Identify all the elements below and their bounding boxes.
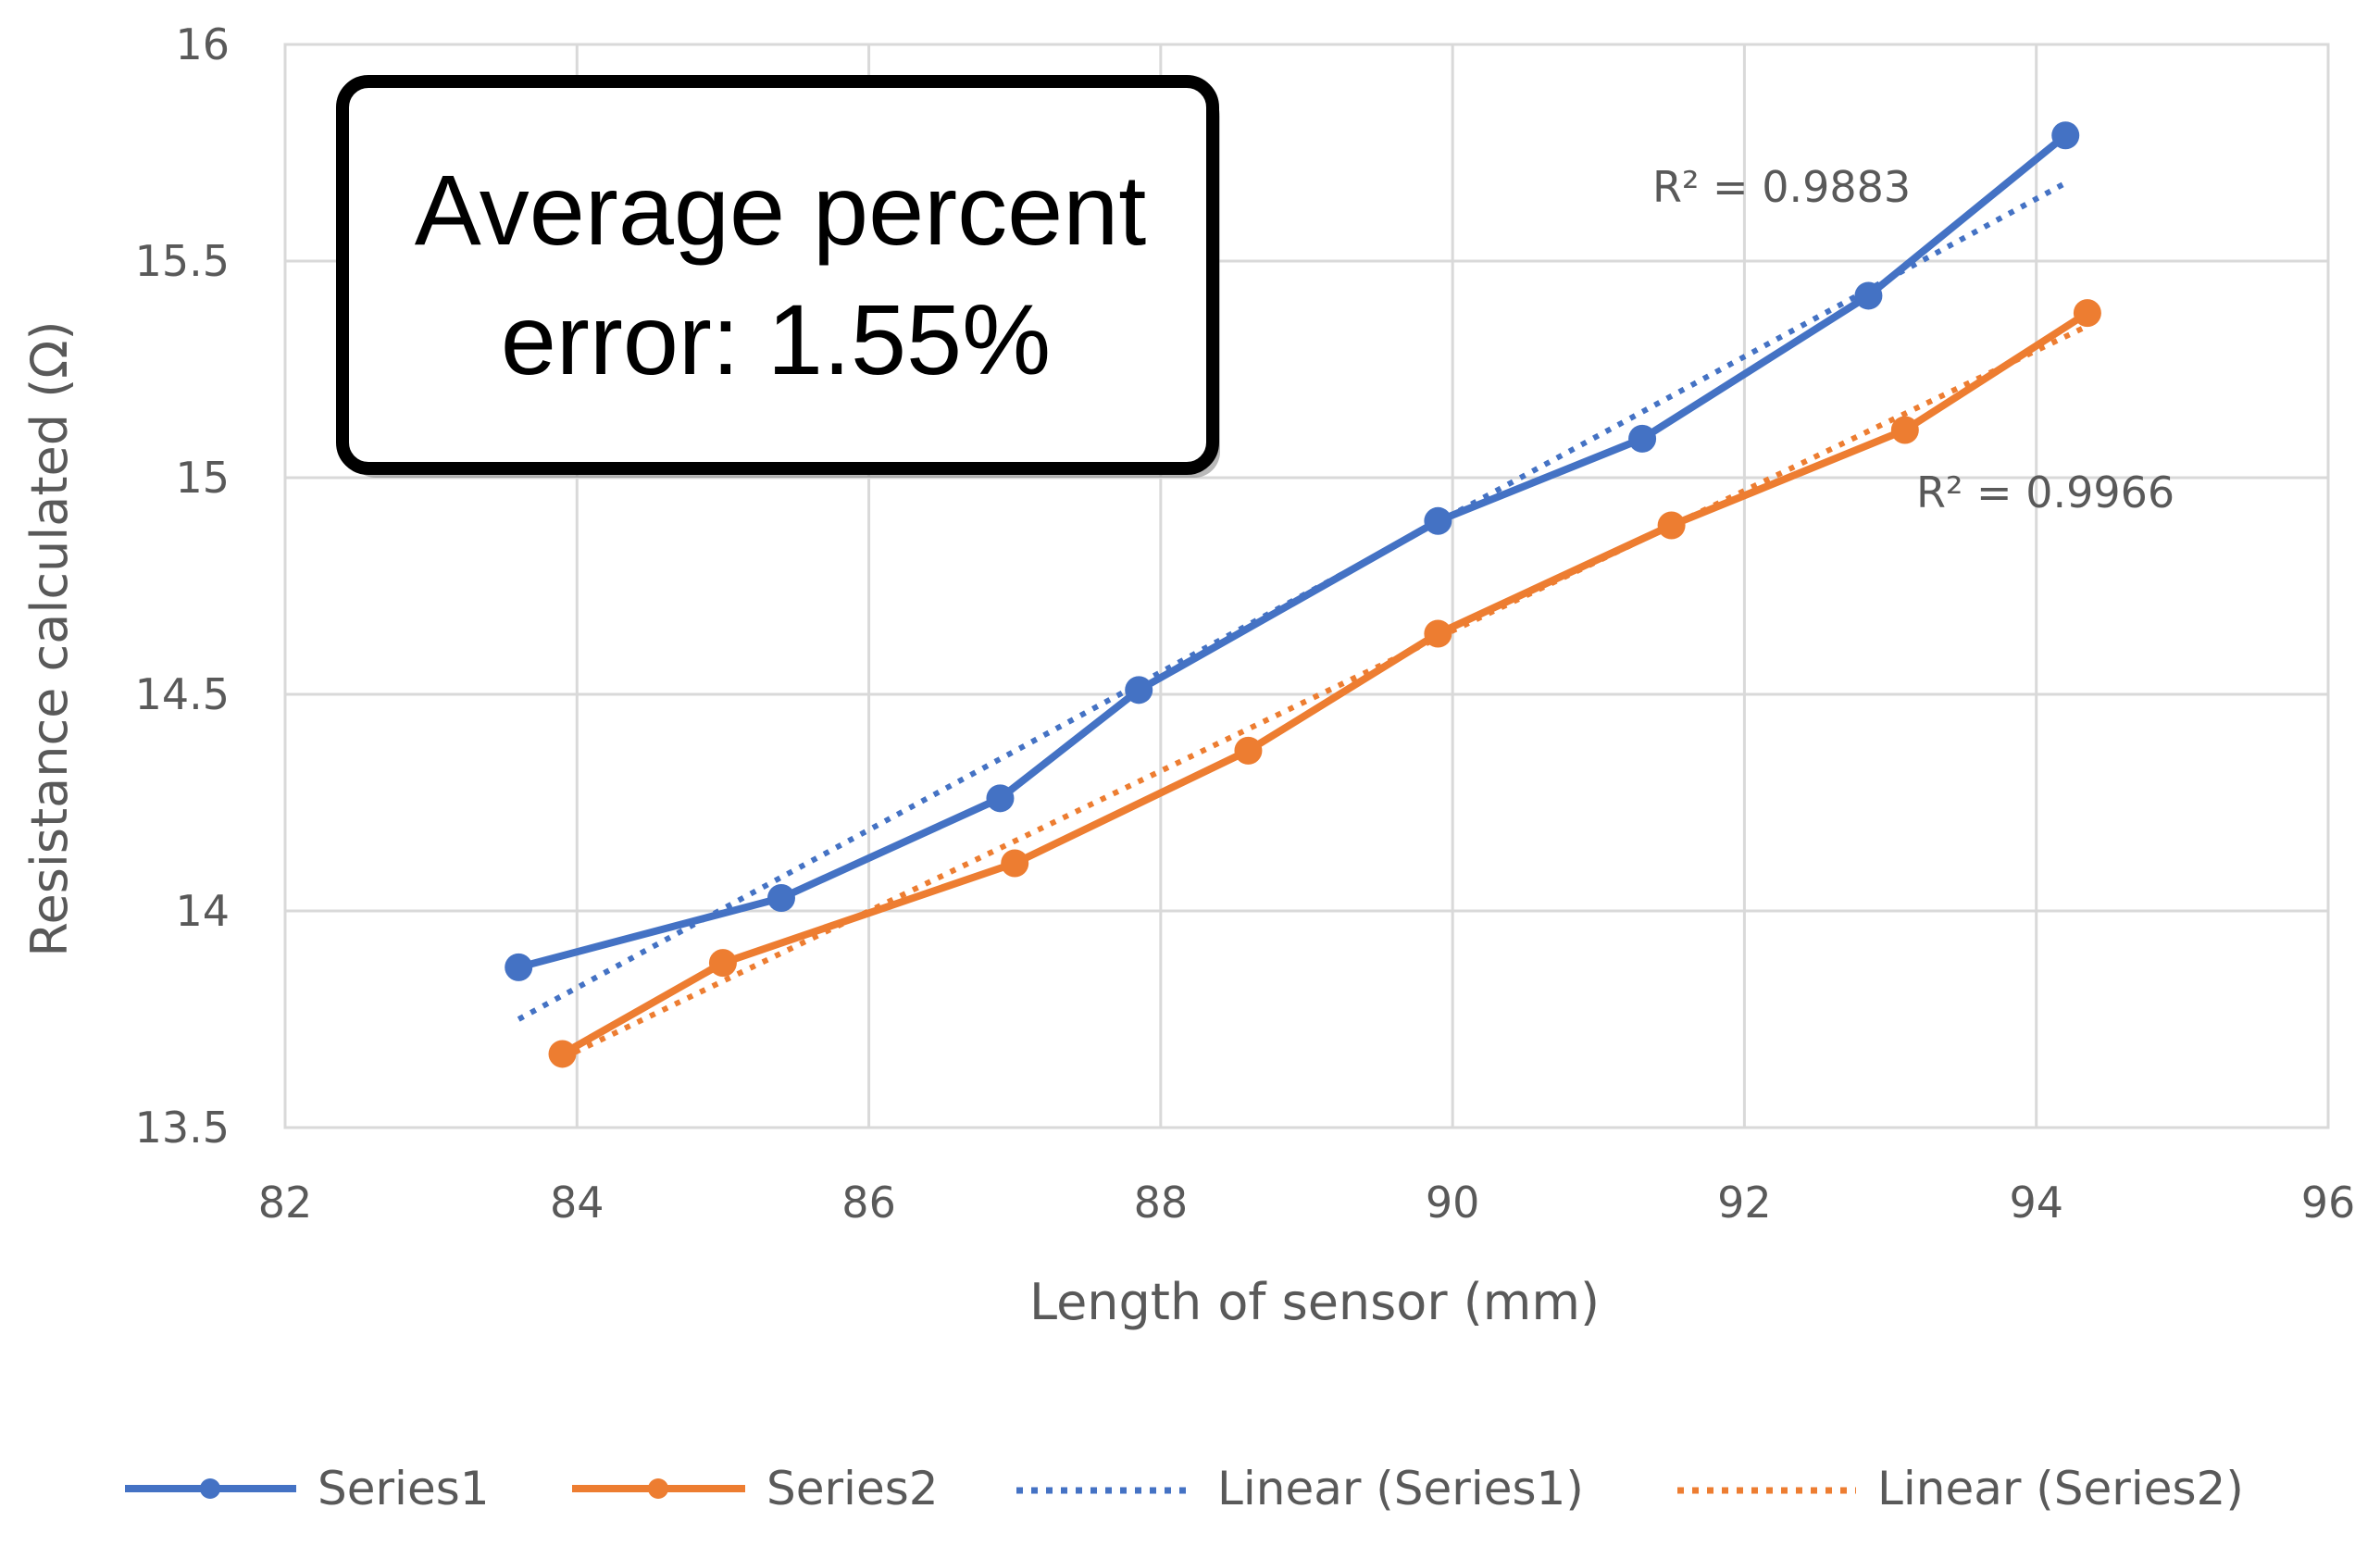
x-tick-label: 84: [550, 1178, 604, 1228]
r-squared-series1-label: R² = 0.9883: [1652, 162, 1911, 212]
y-tick-label: 15.5: [135, 236, 230, 286]
x-tick-label: 88: [1134, 1178, 1189, 1228]
error-callout-box: [336, 75, 1219, 475]
legend-marker-series2: [648, 1478, 668, 1499]
y-tick-label: 15: [175, 453, 230, 503]
series1-line: [515, 131, 2070, 971]
x-tick-label: 94: [2009, 1178, 2063, 1228]
series2-point: [2073, 299, 2101, 328]
x-tick-label: 86: [841, 1178, 896, 1228]
error-callout-line1: Average percent: [415, 154, 1147, 266]
legend-item-linear-series2: Linear (Series2): [1677, 1462, 2244, 1515]
y-tick-label: 14.5: [135, 669, 230, 719]
r-squared-series2-label: R² = 0.9966: [1916, 468, 2174, 517]
series2-point: [1890, 416, 1919, 444]
trendline-series2: [561, 323, 2089, 1061]
legend-label-linear-series1: Linear (Series1): [1217, 1462, 1584, 1515]
legend-item-series1: Series1: [125, 1462, 490, 1515]
legend-item-series2: Series2: [572, 1462, 939, 1515]
series-markers: [505, 121, 2101, 1068]
x-tick-label: 96: [2301, 1178, 2356, 1228]
y-axis-ticks: 13.5 14 14.5 15 15.5 16: [135, 19, 230, 1153]
legend-label-series2: Series2: [766, 1462, 939, 1515]
legend: Series1 Series2 Linear (Series1) Linear …: [125, 1462, 2244, 1515]
plot-area-border: [283, 43, 2330, 1129]
series2-point: [1424, 619, 1452, 648]
error-callout: Average percent error: 1.55%: [336, 75, 1220, 478]
series2-point: [1657, 511, 1686, 540]
series1-point: [1628, 424, 1657, 453]
series2-point: [548, 1040, 577, 1068]
series-lines: [515, 131, 2091, 1058]
y-axis-title: Resistance calculated (Ω): [20, 320, 79, 956]
series1-point: [505, 953, 533, 981]
series1-point: [1125, 676, 1153, 704]
series1-point: [766, 883, 795, 912]
x-axis-title: Length of sensor (mm): [1029, 1273, 1600, 1331]
legend-item-linear-series1: Linear (Series1): [1016, 1462, 1584, 1515]
series1-point: [1854, 281, 1883, 310]
legend-label-series1: Series1: [318, 1462, 490, 1515]
x-tick-label: 92: [1717, 1178, 1772, 1228]
y-tick-label: 13.5: [135, 1103, 230, 1153]
series2-point: [1234, 736, 1263, 765]
series2-point: [1001, 849, 1029, 878]
x-tick-label: 82: [258, 1178, 313, 1228]
series2-line: [558, 309, 2091, 1058]
y-tick-label: 16: [175, 19, 230, 69]
legend-label-linear-series2: Linear (Series2): [1877, 1462, 2244, 1515]
y-tick-label: 14: [175, 886, 230, 936]
series2-point: [708, 949, 737, 978]
series1-point: [2051, 121, 2080, 150]
error-callout-line2: error: 1.55%: [501, 283, 1051, 395]
series1-point: [986, 784, 1015, 813]
x-axis-ticks: 82 84 86 88 90 92 94 96: [258, 1178, 2356, 1228]
series1-point: [1424, 506, 1452, 535]
x-tick-label: 90: [1426, 1178, 1480, 1228]
legend-marker-series1: [200, 1478, 220, 1499]
